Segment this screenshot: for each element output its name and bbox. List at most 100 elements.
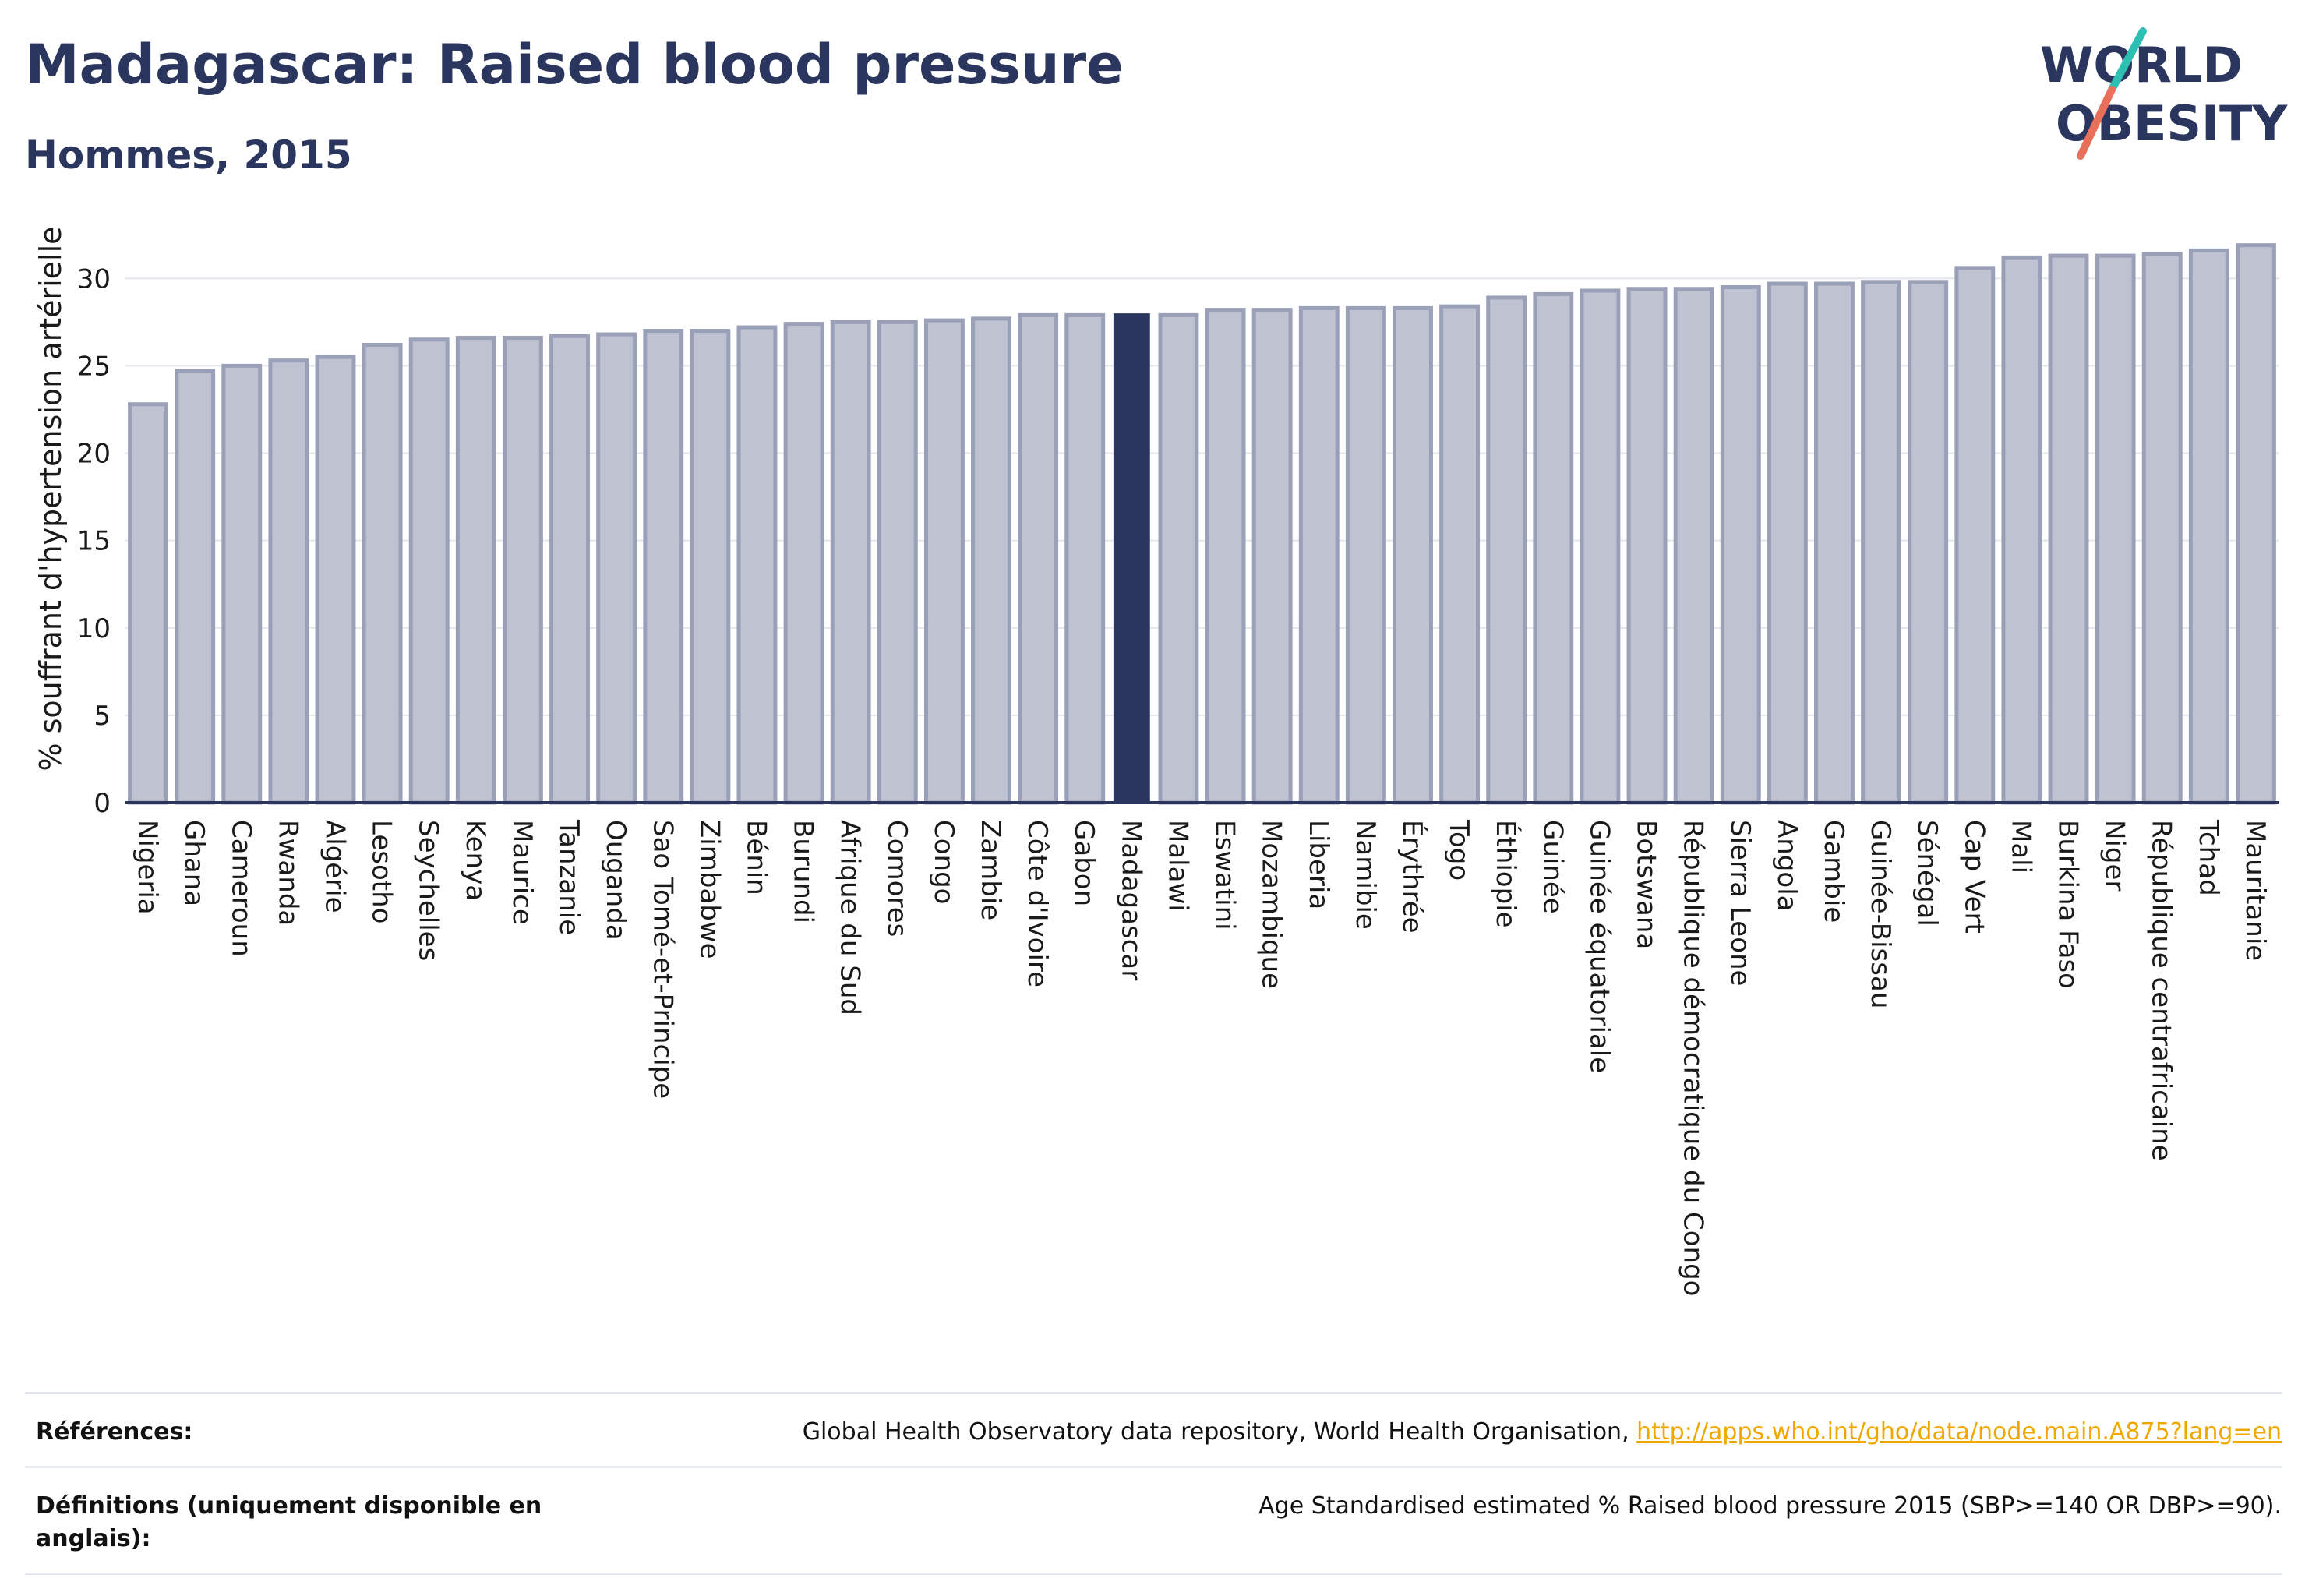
definitions-label: Définitions (uniquement disponible en an…: [36, 1492, 542, 1552]
x-tick-label: Seychelles: [413, 820, 444, 961]
x-tick-label: Cameroun: [225, 820, 256, 957]
x-tick-label: Burkina Faso: [2053, 820, 2084, 989]
bar-34: [1720, 284, 1761, 805]
x-tick-label: Kenya: [460, 820, 491, 901]
x-tick-label: Eswatini: [1209, 820, 1241, 930]
x-tick-label: Afrique du Sud: [835, 820, 866, 1015]
x-tick-label: Éthiopie: [1490, 820, 1522, 928]
bar-18: [971, 316, 1011, 805]
y-tick-label: 20: [77, 439, 111, 470]
x-tick-label: Érythrée: [1396, 820, 1428, 934]
references-link[interactable]: http://apps.who.int/gho/data/node.main.A…: [1636, 1418, 2282, 1446]
bar-31: [1580, 288, 1621, 805]
bar-32: [1626, 287, 1668, 805]
chart-subtitle: Hommes, 2015: [25, 132, 352, 178]
x-tick-label: Bénin: [740, 820, 771, 895]
bar-2: [221, 363, 263, 805]
x-tick-label: Zambie: [975, 820, 1006, 920]
x-tick-label: Sierra Leone: [1724, 820, 1756, 986]
bar-28: [1439, 304, 1481, 805]
x-tick-label: Mozambique: [1256, 820, 1287, 989]
bar-5: [362, 342, 403, 805]
bar-0: [128, 402, 168, 805]
bar-33: [1673, 287, 1714, 805]
bar-30: [1533, 291, 1574, 805]
x-tick-label: Tanzanie: [553, 819, 584, 935]
x-tick-label: Gabon: [1068, 820, 1100, 906]
x-tick-label: Guinée: [1537, 820, 1568, 914]
axes: 0 5 10 15 20 25 30: [77, 263, 2279, 819]
bar-29: [1486, 295, 1527, 805]
x-tick-label: Zimbabwe: [694, 820, 725, 959]
bar-26: [1345, 305, 1386, 805]
y-tick-label: 0: [94, 788, 111, 819]
x-tick-label: Nigeria: [132, 820, 163, 915]
bar-42: [2095, 253, 2136, 805]
x-tick-label: Congo: [928, 820, 959, 904]
footer-table: Références: Global Health Observatory da…: [25, 1392, 2282, 1575]
bar-4: [315, 355, 356, 805]
bar-1: [175, 369, 216, 805]
bar-22: [1158, 312, 1199, 805]
bar-16: [877, 320, 918, 805]
bar-13: [736, 325, 778, 805]
x-tick-label: Guinée équatoriale: [1583, 820, 1615, 1073]
bar-17: [923, 318, 965, 805]
bars: [128, 243, 2276, 805]
x-tick-label: République centrafricaine: [2146, 820, 2177, 1161]
category-labels: Nigeria Ghana Cameroun Rwanda Algérie Lesotho…: [132, 819, 2271, 1296]
y-axis-label: % souffrant d'hypertension artérielle: [34, 226, 68, 771]
x-tick-label: Ouganda: [600, 820, 631, 941]
bar-45: [2236, 243, 2276, 805]
x-tick-label: Niger: [2099, 820, 2130, 891]
bar-7: [455, 336, 496, 805]
bar-20: [1064, 312, 1106, 805]
bar-23: [1205, 308, 1246, 805]
bar-3: [268, 358, 309, 805]
x-tick-label: Comores: [881, 820, 912, 937]
references-label: Références:: [36, 1418, 193, 1446]
x-tick-label: Mali: [2005, 820, 2036, 874]
bar-12: [690, 329, 731, 805]
bar-6: [408, 337, 450, 805]
x-tick-label: Madagascar: [1115, 820, 1146, 980]
x-tick-label: Togo: [1443, 819, 1474, 881]
bar-15: [830, 320, 871, 805]
bar-44: [2188, 248, 2229, 805]
x-tick-label: Algérie: [319, 820, 350, 913]
bar-21: [1113, 313, 1150, 803]
bar-36: [1814, 281, 1855, 805]
x-tick-label: Sénégal: [1911, 820, 1943, 927]
bar-37: [1861, 280, 1902, 805]
x-tick-label: Mauritanie: [2240, 820, 2271, 961]
x-tick-label: Sao Tomé-et-Principe: [647, 820, 678, 1099]
x-tick-label: Ghana: [178, 820, 210, 906]
definitions-row: Définitions (uniquement disponible en an…: [25, 1466, 2282, 1575]
bar-41: [2048, 253, 2089, 805]
references-row: Références: Global Health Observatory da…: [25, 1392, 2282, 1466]
world-obesity-logo: WORLD OBESITY: [2040, 27, 2288, 160]
x-tick-label: Tchad: [2193, 819, 2224, 896]
x-tick-label: Guinée-Bissau: [1865, 820, 1896, 1008]
y-tick-label: 25: [77, 351, 111, 382]
logo-slash-coral: [2077, 86, 2116, 160]
logo-slash-teal: [2108, 27, 2147, 94]
x-tick-label: Botswana: [1631, 820, 1662, 949]
x-tick-label: Angola: [1771, 820, 1802, 911]
bar-24: [1251, 308, 1293, 805]
bar-43: [2141, 252, 2183, 805]
references-text: Global Health Observatory data repositor…: [802, 1418, 1637, 1446]
x-tick-label: Côte d'Ivoire: [1022, 820, 1053, 987]
bar-chart: 0 5 10 15 20 25 30 Nigeria Ghana Cameroun Rwanda A…: [34, 226, 2279, 1296]
logo-line1: WORLD: [2040, 37, 2243, 94]
x-tick-label: Rwanda: [272, 820, 303, 926]
x-tick-label: Malawi: [1162, 820, 1193, 912]
bar-39: [1954, 266, 1996, 805]
bar-8: [502, 336, 543, 805]
bar-19: [1018, 312, 1059, 805]
x-tick-label: Liberia: [1303, 820, 1334, 909]
bar-11: [643, 329, 684, 805]
y-tick-label: 30: [77, 263, 111, 295]
bar-9: [549, 334, 590, 805]
x-tick-label: République démocratique du Congo: [1678, 820, 1709, 1296]
